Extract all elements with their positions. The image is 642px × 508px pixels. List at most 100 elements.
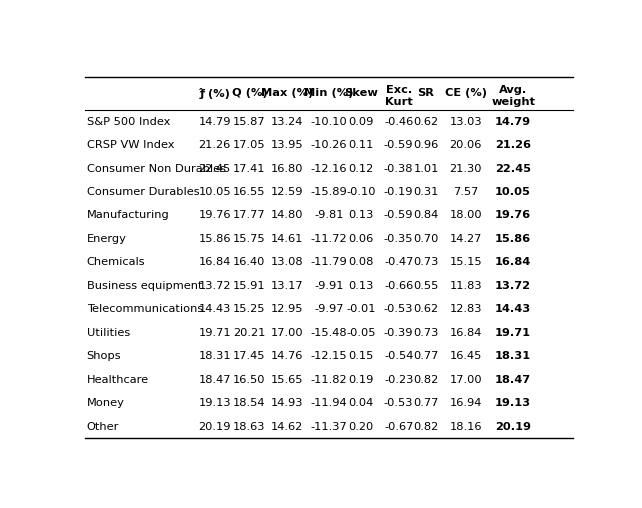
Text: 14.27: 14.27 (449, 234, 482, 244)
Text: 15.15: 15.15 (449, 258, 482, 267)
Text: CRSP VW Index: CRSP VW Index (87, 140, 174, 150)
Text: -0.53: -0.53 (384, 398, 413, 408)
Text: Skew: Skew (344, 88, 378, 98)
Text: -0.23: -0.23 (384, 375, 413, 385)
Text: Kurt: Kurt (385, 98, 413, 107)
Text: 17.00: 17.00 (449, 375, 482, 385)
Text: 0.77: 0.77 (413, 352, 438, 361)
Text: 19.76: 19.76 (495, 210, 531, 220)
Text: CE (%): CE (%) (445, 88, 487, 98)
Text: -9.91: -9.91 (315, 281, 343, 291)
Text: 16.84: 16.84 (198, 258, 230, 267)
Text: -0.38: -0.38 (384, 164, 413, 174)
Text: 17.41: 17.41 (233, 164, 266, 174)
Text: 14.43: 14.43 (198, 304, 230, 314)
Text: 14.93: 14.93 (270, 398, 303, 408)
Text: 0.20: 0.20 (349, 422, 374, 432)
Text: 14.80: 14.80 (270, 210, 303, 220)
Text: 21.30: 21.30 (449, 164, 482, 174)
Text: 17.45: 17.45 (233, 352, 266, 361)
Text: -0.39: -0.39 (384, 328, 413, 338)
Text: 14.76: 14.76 (270, 352, 303, 361)
Text: 18.47: 18.47 (198, 375, 231, 385)
Text: 13.08: 13.08 (270, 258, 303, 267)
Text: 16.94: 16.94 (449, 398, 482, 408)
Text: -11.72: -11.72 (311, 234, 347, 244)
Text: S&P 500 Index: S&P 500 Index (87, 117, 170, 126)
Text: -0.59: -0.59 (384, 140, 413, 150)
Text: -11.79: -11.79 (311, 258, 347, 267)
Text: -0.01: -0.01 (347, 304, 376, 314)
Text: 0.55: 0.55 (413, 281, 438, 291)
Text: 15.25: 15.25 (233, 304, 266, 314)
Text: 18.31: 18.31 (198, 352, 231, 361)
Text: 0.15: 0.15 (349, 352, 374, 361)
Text: -15.89: -15.89 (311, 187, 347, 197)
Text: 0.19: 0.19 (349, 375, 374, 385)
Text: 0.11: 0.11 (349, 140, 374, 150)
Text: 21.26: 21.26 (198, 140, 230, 150)
Text: 13.24: 13.24 (270, 117, 303, 126)
Text: 18.54: 18.54 (233, 398, 266, 408)
Text: Healthcare: Healthcare (87, 375, 149, 385)
Text: 0.31: 0.31 (413, 187, 438, 197)
Text: Shops: Shops (87, 352, 121, 361)
Text: 0.62: 0.62 (413, 304, 438, 314)
Text: -0.53: -0.53 (384, 304, 413, 314)
Text: 0.13: 0.13 (349, 210, 374, 220)
Text: 18.00: 18.00 (449, 210, 482, 220)
Text: 15.75: 15.75 (233, 234, 266, 244)
Text: Other: Other (87, 422, 119, 432)
Text: 0.04: 0.04 (349, 398, 374, 408)
Text: 0.13: 0.13 (349, 281, 374, 291)
Text: 19.76: 19.76 (198, 210, 231, 220)
Text: 20.19: 20.19 (198, 422, 231, 432)
Text: -15.48: -15.48 (311, 328, 347, 338)
Text: -0.05: -0.05 (347, 328, 376, 338)
Text: -0.35: -0.35 (384, 234, 413, 244)
Text: 0.82: 0.82 (413, 422, 438, 432)
Text: -12.15: -12.15 (311, 352, 347, 361)
Text: 21.26: 21.26 (495, 140, 531, 150)
Text: 10.05: 10.05 (198, 187, 231, 197)
Text: 18.47: 18.47 (495, 375, 531, 385)
Text: 14.79: 14.79 (495, 117, 531, 126)
Text: Telecommunications: Telecommunications (87, 304, 203, 314)
Text: Utilities: Utilities (87, 328, 130, 338)
Text: 15.86: 15.86 (198, 234, 231, 244)
Text: 0.73: 0.73 (413, 328, 438, 338)
Text: -0.66: -0.66 (384, 281, 413, 291)
Text: 19.71: 19.71 (198, 328, 231, 338)
Text: 22.45: 22.45 (495, 164, 531, 174)
Text: Exc.: Exc. (386, 85, 412, 95)
Text: 7.57: 7.57 (453, 187, 478, 197)
Text: -0.54: -0.54 (384, 352, 413, 361)
Text: 12.95: 12.95 (270, 304, 303, 314)
Text: Money: Money (87, 398, 125, 408)
Text: -0.10: -0.10 (347, 187, 376, 197)
Text: 14.79: 14.79 (198, 117, 231, 126)
Text: -11.82: -11.82 (311, 375, 347, 385)
Text: -0.19: -0.19 (384, 187, 413, 197)
Text: 16.40: 16.40 (233, 258, 266, 267)
Text: 16.80: 16.80 (270, 164, 303, 174)
Text: 15.87: 15.87 (233, 117, 266, 126)
Text: -11.94: -11.94 (311, 398, 347, 408)
Text: 17.05: 17.05 (233, 140, 266, 150)
Text: 18.16: 18.16 (449, 422, 482, 432)
Text: 16.84: 16.84 (449, 328, 482, 338)
Text: -9.97: -9.97 (315, 304, 343, 314)
Text: 19.13: 19.13 (495, 398, 531, 408)
Text: Consumer Durables: Consumer Durables (87, 187, 200, 197)
Text: 12.83: 12.83 (449, 304, 482, 314)
Text: 0.06: 0.06 (349, 234, 374, 244)
Text: 0.09: 0.09 (349, 117, 374, 126)
Text: Consumer Non Durables: Consumer Non Durables (87, 164, 226, 174)
Text: 17.00: 17.00 (270, 328, 303, 338)
Text: 16.50: 16.50 (233, 375, 266, 385)
Text: 13.72: 13.72 (495, 281, 531, 291)
Text: -10.26: -10.26 (311, 140, 347, 150)
Text: 15.86: 15.86 (495, 234, 531, 244)
Text: Chemicals: Chemicals (87, 258, 145, 267)
Text: 13.03: 13.03 (449, 117, 482, 126)
